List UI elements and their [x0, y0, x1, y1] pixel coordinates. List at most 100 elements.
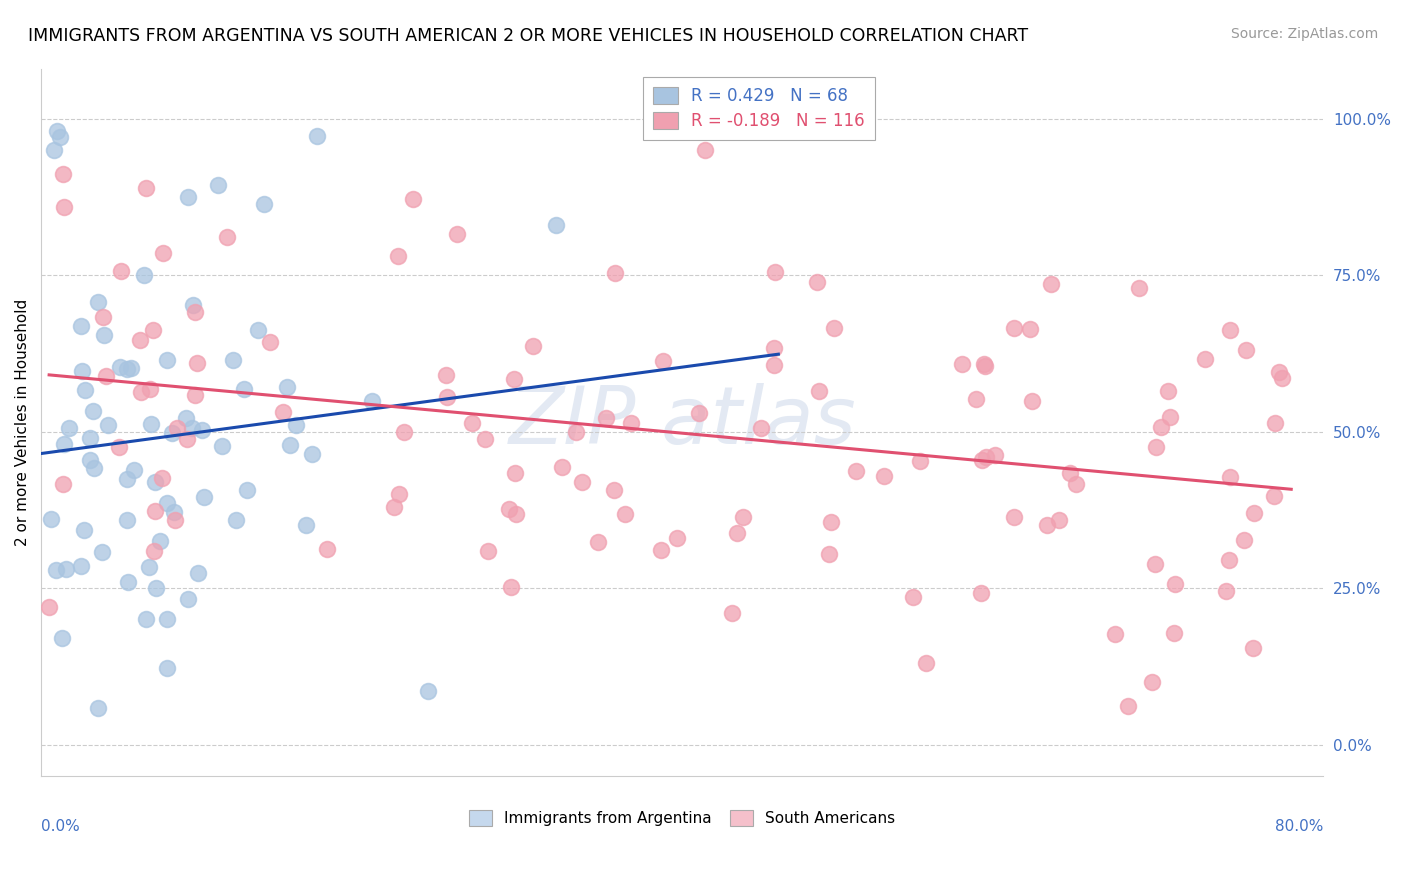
Point	[1140, 675, 1163, 690]
Point	[1002, 321, 1025, 335]
Point	[75, 384, 97, 398]
Text: Source: ZipAtlas.com: Source: ZipAtlas.com	[1230, 27, 1378, 41]
Point	[361, 394, 384, 409]
Point	[117, 472, 139, 486]
Point	[93, 327, 115, 342]
Point	[388, 487, 411, 501]
Point	[602, 483, 624, 497]
Point	[763, 265, 786, 279]
Point	[110, 264, 132, 278]
Point	[652, 354, 675, 368]
Point	[156, 661, 179, 675]
Point	[614, 507, 637, 521]
Point	[1150, 420, 1173, 434]
Point	[52, 437, 75, 451]
Point	[565, 425, 588, 439]
Point	[1019, 321, 1042, 335]
Point	[1264, 416, 1286, 430]
Point	[965, 392, 987, 406]
Point	[58, 421, 80, 435]
Point	[498, 502, 520, 516]
Point	[595, 410, 617, 425]
Point	[1159, 409, 1181, 424]
Point	[52, 168, 75, 182]
Point	[720, 606, 742, 620]
Point	[501, 580, 523, 594]
Point	[181, 297, 204, 311]
Point	[160, 425, 183, 440]
Point	[142, 543, 165, 558]
Point	[1144, 440, 1167, 454]
Point	[950, 357, 973, 371]
Point	[38, 600, 60, 615]
Point	[142, 322, 165, 336]
Point	[873, 469, 896, 483]
Point	[1271, 371, 1294, 385]
Point	[908, 453, 931, 467]
Point	[1021, 394, 1043, 409]
Point	[477, 544, 499, 558]
Point	[70, 364, 93, 378]
Point	[550, 460, 572, 475]
Point	[82, 404, 104, 418]
Point	[436, 390, 458, 404]
Point	[73, 524, 96, 538]
Point	[1263, 489, 1285, 503]
Point	[382, 500, 405, 515]
Point	[1059, 466, 1081, 480]
Point	[1219, 470, 1241, 484]
Point	[117, 574, 139, 589]
Point	[806, 275, 828, 289]
Point	[1218, 553, 1240, 567]
Point	[117, 513, 139, 527]
Point	[120, 361, 142, 376]
Point	[52, 477, 75, 491]
Point	[1157, 384, 1180, 398]
Text: 0.0%: 0.0%	[41, 819, 80, 834]
Point	[51, 631, 73, 645]
Point	[135, 612, 157, 626]
Point	[402, 192, 425, 206]
Point	[139, 417, 162, 431]
Point	[155, 612, 177, 626]
Point	[984, 448, 1007, 462]
Point	[79, 432, 101, 446]
Point	[762, 358, 785, 372]
Point	[115, 362, 138, 376]
Point	[305, 128, 328, 143]
Point	[693, 143, 716, 157]
Point	[1040, 277, 1063, 292]
Point	[184, 388, 207, 402]
Point	[128, 333, 150, 347]
Point	[174, 411, 197, 425]
Point	[236, 483, 259, 497]
Point	[505, 508, 527, 522]
Point	[139, 382, 162, 396]
Point	[474, 433, 496, 447]
Point	[1104, 627, 1126, 641]
Point	[135, 181, 157, 195]
Point	[970, 453, 993, 467]
Point	[259, 335, 281, 350]
Point	[91, 310, 114, 325]
Point	[108, 440, 131, 454]
Point	[70, 318, 93, 333]
Point	[225, 513, 247, 527]
Text: 80.0%: 80.0%	[1275, 819, 1323, 834]
Point	[546, 218, 568, 232]
Point	[193, 490, 215, 504]
Point	[166, 420, 188, 434]
Point	[1219, 323, 1241, 337]
Point	[91, 545, 114, 559]
Point	[215, 229, 238, 244]
Point	[163, 505, 186, 519]
Point	[143, 504, 166, 518]
Point	[434, 368, 457, 383]
Point	[49, 130, 72, 145]
Point	[152, 470, 174, 484]
Point	[276, 379, 298, 393]
Point	[156, 353, 179, 368]
Point	[1234, 343, 1257, 357]
Point	[665, 531, 688, 545]
Point	[620, 416, 643, 430]
